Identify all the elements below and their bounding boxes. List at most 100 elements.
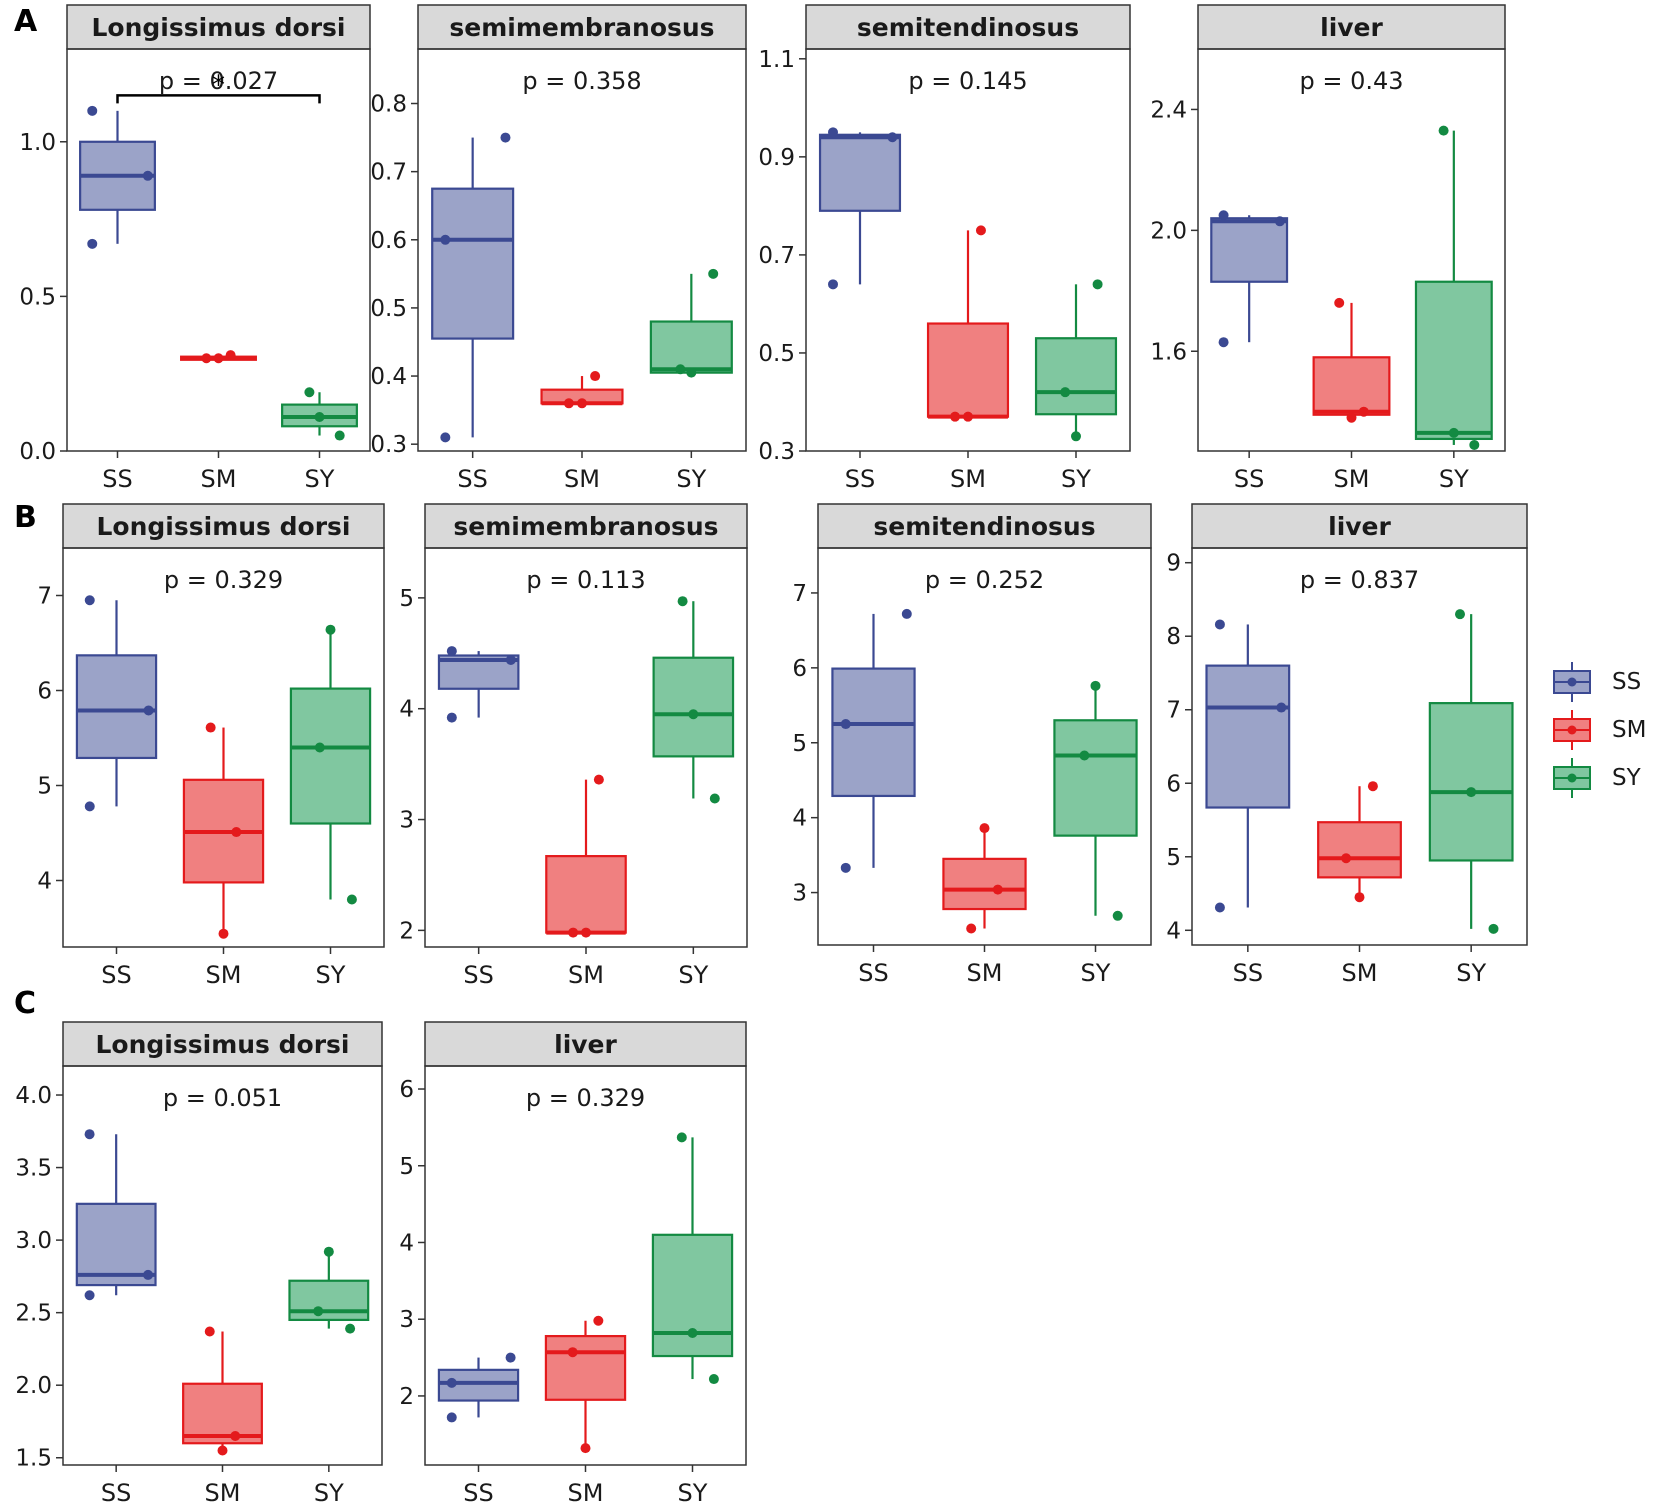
plot-frame [66,48,371,452]
data-point [230,1430,241,1441]
x-tick-label: SM [206,961,242,989]
data-point [563,398,574,409]
data-point [1354,892,1365,903]
data-point [840,719,851,730]
y-tick-label: 4.0 [15,1083,52,1109]
data-point [1079,750,1090,761]
data-point [1276,702,1287,713]
box-iqr [75,1202,157,1287]
y-tick-label: 0.7 [370,160,407,186]
y-tick-label: 5 [1166,845,1181,871]
facet-strip [1191,503,1528,549]
box-sy [1034,279,1118,442]
box-sy [652,596,735,804]
legend: SS SM SY [1550,660,1654,804]
box-ss [831,608,916,873]
y-tick-label: 3 [792,881,807,907]
x-tick-label: SS [101,961,131,989]
x-tick-label: SM [1334,465,1370,493]
data-point [505,1352,516,1363]
data-point [446,646,457,657]
box-iqr [1312,356,1391,416]
x-tick-label: SM [201,465,237,493]
data-point [1358,406,1369,417]
data-point [1448,427,1459,438]
box-iqr [831,667,916,798]
data-point [1367,781,1378,792]
box-sy [288,1246,370,1334]
facet-title: liver [1320,13,1383,42]
box-iqr [1428,702,1514,862]
box-sm [182,1326,263,1456]
facet-title: Longissimus dorsi [97,512,351,541]
facet-title: semimembranosus [453,512,718,541]
x-tick-label: SS [463,961,493,989]
data-point [84,1290,95,1301]
box-sm [926,225,1010,422]
legend-item-ss: SS [1550,660,1654,708]
box-sm [1312,297,1391,423]
data-point [1438,125,1449,136]
data-point [593,774,604,785]
box-iqr [926,322,1010,418]
data-point [505,654,516,665]
box-iqr [1205,664,1291,809]
x-tick-label: SS [101,1479,131,1503]
x-tick-label: SY [314,1479,344,1503]
y-tick-label: 5 [399,1154,414,1180]
legend-item-sm: SM [1550,708,1654,756]
x-tick-label: SS [1234,465,1264,493]
data-point [201,353,212,364]
legend-label-sm: SM [1612,717,1647,743]
facet-9: Longissimus dorsi 1.5 2.0 2.5 3.0 3.5 4.0 SS SM S… [15,1021,383,1503]
data-point [304,387,315,398]
data-point [314,411,325,422]
data-point [87,238,98,249]
p-value-label: p = 0.145 [908,67,1027,95]
y-tick-label: 0.3 [758,439,795,465]
data-point [142,170,153,181]
panel-label-a: A [14,4,38,39]
facet-4: liver 1.6 2.0 2.4 SS SM SY p = 0.43 [1150,4,1506,493]
data-point [677,596,688,607]
y-tick-label: 2.0 [1150,218,1187,244]
data-point [1112,910,1123,921]
data-point [1092,279,1103,290]
box-sy [651,1132,734,1385]
box-sm [545,774,627,938]
y-tick-label: 2.0 [15,1373,52,1399]
box-ss [75,1129,157,1301]
data-point [325,624,336,635]
y-tick-label: 0.4 [370,364,407,390]
data-point [686,367,697,378]
data-point [950,411,961,422]
box-iqr [288,1279,370,1322]
y-tick-label: 2.4 [1150,97,1187,123]
data-point [1218,337,1229,348]
x-tick-label: SY [1061,465,1091,493]
y-tick-label: 0.3 [370,432,407,458]
box-sm [180,350,257,364]
data-point [1334,297,1345,308]
data-point [87,105,98,116]
box-sy [1428,609,1514,934]
data-point [963,411,973,422]
data-point [213,353,224,364]
y-tick-label: 5 [792,731,807,757]
legend-item-sy: SY [1550,756,1654,804]
data-point [568,927,579,938]
facet-3: semitendinosus 0.3 0.5 0.7 0.9 1.1 SS SM SY p = 0… [758,4,1131,493]
box-iqr [75,654,158,760]
x-tick-label: SY [676,465,706,493]
data-point [590,371,601,382]
box-iqr [652,656,735,758]
box-iqr [1210,217,1289,283]
data-point [346,894,357,905]
data-point [966,923,977,934]
x-tick-label: SY [305,465,335,493]
data-point [1469,439,1480,450]
significance-label: * [212,70,225,100]
y-tick-label: 5 [37,774,52,800]
box-sy [1414,125,1493,450]
y-tick-label: 0.7 [758,243,795,269]
